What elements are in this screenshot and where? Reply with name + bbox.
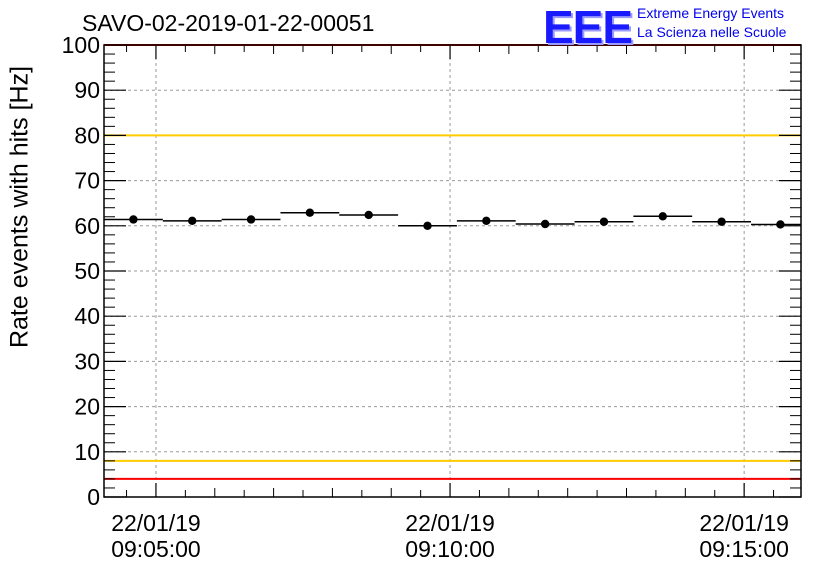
y-tick-label: 60 [74, 213, 100, 239]
logo-caption-line2: La Scienza nelle Scuole [637, 24, 787, 40]
data-point [188, 216, 197, 226]
data-point [364, 210, 373, 220]
y-tick-label: 0 [87, 484, 100, 510]
data-points [104, 208, 801, 230]
data-point [540, 219, 550, 229]
y-tick-label: 70 [74, 168, 100, 194]
data-point [423, 221, 432, 230]
data-point [776, 220, 785, 229]
data-point [129, 215, 138, 224]
x-tick-label-time: 09:15:00 [699, 536, 789, 562]
logo-caption: Extreme Energy Events La Scienza nelle S… [637, 4, 786, 42]
reference-lines [104, 44, 801, 480]
y-tick-label: 90 [74, 77, 100, 103]
data-point [482, 216, 491, 226]
y-tick-labels: 0 10 20 30 40 50 60 70 80 90 100 [62, 32, 100, 510]
x-tick-label-date: 22/01/19 [111, 510, 201, 536]
grid [104, 45, 801, 497]
logo-caption-line1: Extreme Energy Events [637, 5, 785, 21]
data-point [305, 208, 315, 217]
y-tick-label: 100 [62, 32, 100, 58]
x-tick-label-time: 09:05:00 [111, 536, 201, 562]
x-tick-label-time: 09:10:00 [405, 536, 495, 562]
y-tick-label: 30 [74, 348, 100, 374]
y-tick-label: 40 [74, 303, 100, 329]
chart-title: SAVO-02-2019-01-22-00051 [82, 10, 375, 36]
data-point [658, 212, 667, 221]
data-point [246, 215, 256, 224]
data-point [599, 217, 609, 226]
y-tick-label: 80 [74, 122, 100, 148]
x-tick-label-date: 22/01/19 [405, 510, 495, 536]
eee-logo: EEE [543, 1, 633, 53]
x-tick-labels: 22/01/1909:05:0022/01/1909:10:0022/01/19… [111, 510, 789, 562]
y-tick-label: 20 [74, 394, 100, 420]
data-point [717, 217, 726, 226]
x-tick-label-date: 22/01/19 [699, 510, 789, 536]
y-axis-label: Rate events with hits [Hz] [5, 65, 34, 349]
y-tick-label: 50 [74, 258, 100, 284]
axis-ticks [104, 44, 801, 498]
y-tick-label: 10 [74, 439, 100, 465]
